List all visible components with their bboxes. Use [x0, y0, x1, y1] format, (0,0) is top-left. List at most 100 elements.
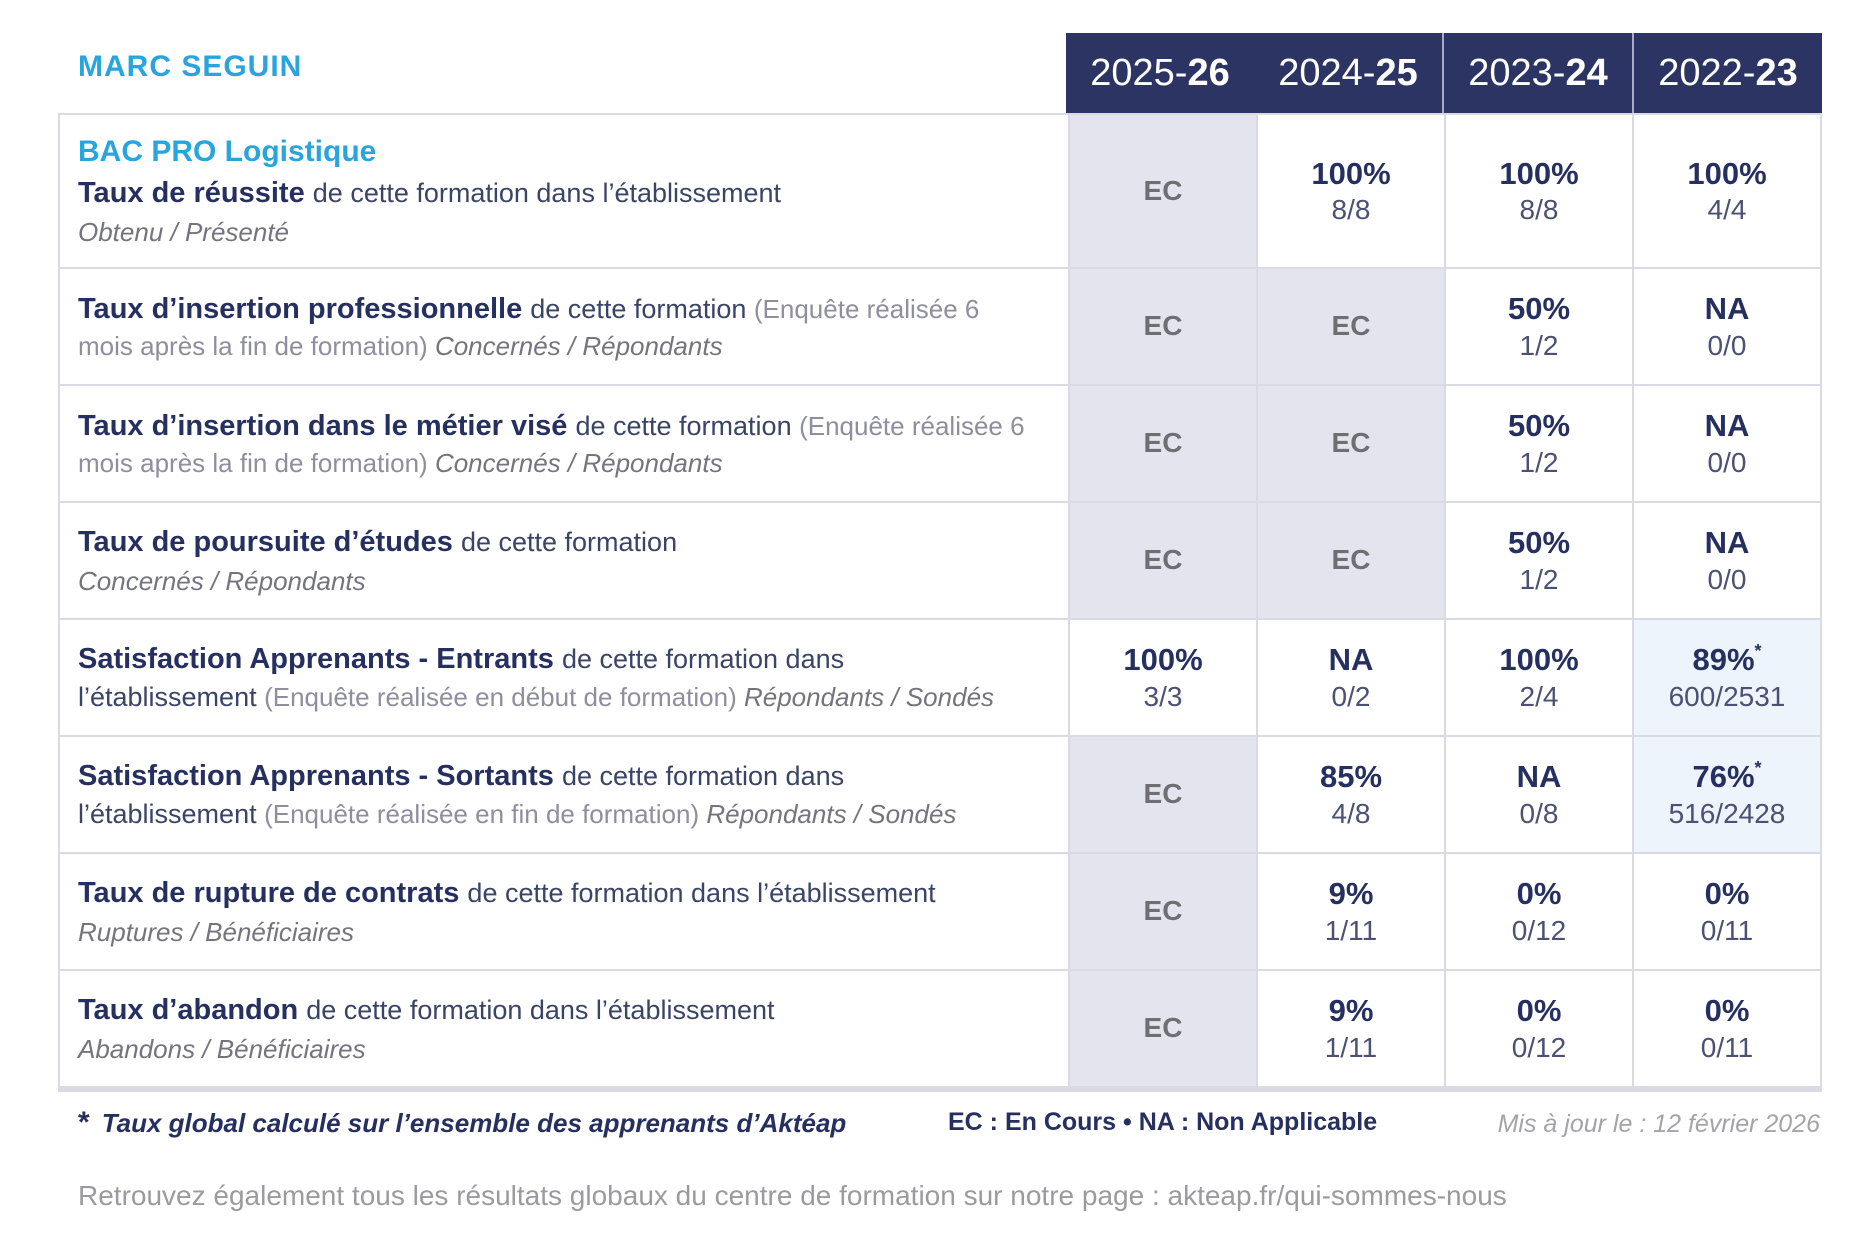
- year-suffix: 23: [1755, 51, 1798, 94]
- metric-ratio-label: Répondants / Sondés: [706, 798, 957, 829]
- row-label-taux-de-reussite: BAC PRO Logistique Taux de réussite de c…: [60, 115, 1068, 267]
- value-fraction: 8/8: [1331, 194, 1371, 226]
- metric-ratio-label: Répondants / Sondés: [743, 681, 995, 712]
- row-label-satisfaction-sortants: Satisfaction Apprenants - Sortants de ce…: [60, 735, 1068, 852]
- metric-survey-note: (Enquête réalisée en début de formation): [264, 681, 744, 712]
- results-table: BAC PRO Logistique Taux de réussite de c…: [58, 113, 1822, 1092]
- value-main: 50%: [1507, 291, 1571, 327]
- metric-description: de cette formation dans l’établissement: [467, 877, 936, 908]
- footnote-text: Taux global calculé sur l’ensemble des a…: [101, 1108, 847, 1138]
- value-cell: EC: [1068, 501, 1256, 618]
- value-fraction: 4/8: [1331, 797, 1371, 829]
- value-main: EC: [1143, 544, 1183, 576]
- value-cell: 100% 3/3: [1068, 618, 1256, 735]
- year-prefix: 2022-: [1658, 51, 1756, 94]
- metric-description: de cette formation: [460, 526, 678, 557]
- value-cell: EC: [1068, 735, 1256, 852]
- row-label-rupture-contrats: Taux de rupture de contrats de cette for…: [60, 852, 1068, 969]
- year-prefix: 2023-: [1468, 51, 1566, 94]
- value-percent: 76%: [1692, 759, 1755, 795]
- year-suffix: 26: [1187, 51, 1230, 94]
- metric-line: Satisfaction Apprenants - Entrants de ce…: [78, 640, 1028, 715]
- value-main: NA: [1328, 642, 1374, 678]
- value-cell: 0% 0/12: [1444, 969, 1632, 1086]
- value-main: 0%: [1704, 993, 1750, 1029]
- value-main: 9%: [1328, 876, 1374, 912]
- year-header: 2025- 26 2024- 25 2023- 24 2022- 23: [1066, 33, 1822, 113]
- value-fraction: 1/11: [1324, 1031, 1378, 1063]
- metric-title: Taux de réussite: [78, 177, 313, 210]
- value-fraction: 600/2531: [1668, 680, 1786, 712]
- value-main: 100%: [1123, 642, 1203, 678]
- value-cell: 100% 4/4: [1632, 115, 1820, 267]
- value-main: 100%: [1499, 155, 1579, 191]
- metric-ratio-label: Concernés / Répondants: [434, 447, 723, 478]
- value-cell: 100% 8/8: [1444, 115, 1632, 267]
- abbreviation-legend: EC : En Cours • NA : Non Applicable: [948, 1108, 1378, 1136]
- asterisk: *: [1754, 757, 1762, 778]
- metric-title: Satisfaction Apprenants - Sortants: [78, 759, 562, 792]
- value-main: 9%: [1328, 993, 1374, 1029]
- year-prefix: 2025-: [1090, 51, 1188, 94]
- year-column-header-2023-24: 2023- 24: [1442, 33, 1632, 113]
- program-title: BAC PRO Logistique: [78, 135, 377, 169]
- metric-ratio-label: Obtenu / Présenté: [78, 217, 290, 248]
- metric-description: de cette formation: [530, 293, 754, 324]
- value-cell-highlighted: 76%* 516/2428: [1632, 735, 1820, 852]
- global-results-note: Retrouvez également tous les résultats g…: [78, 1180, 1507, 1211]
- value-fraction: 0/8: [1519, 797, 1559, 829]
- value-cell: NA 0/2: [1256, 618, 1444, 735]
- value-cell: EC: [1068, 115, 1256, 267]
- value-fraction: 8/8: [1519, 194, 1559, 226]
- metric-ratio-label: Concernés / Répondants: [78, 565, 366, 596]
- value-main: EC: [1331, 427, 1371, 459]
- value-main: EC: [1143, 1012, 1183, 1044]
- metric-ratio-label: Ruptures / Bénéficiaires: [78, 916, 355, 947]
- value-cell: EC: [1068, 384, 1256, 501]
- value-main: EC: [1331, 310, 1371, 342]
- value-main: NA: [1704, 525, 1750, 561]
- metric-description: de cette formation: [575, 410, 800, 441]
- value-main: 50%: [1507, 525, 1571, 561]
- value-fraction: 0/2: [1331, 680, 1371, 712]
- year-suffix: 24: [1565, 51, 1608, 94]
- metric-description: de cette formation dans l’établissement: [306, 994, 775, 1025]
- value-main: 0%: [1516, 993, 1562, 1029]
- value-fraction: 0/11: [1700, 1031, 1754, 1063]
- value-fraction: 4/4: [1707, 194, 1747, 226]
- value-main: NA: [1516, 759, 1562, 795]
- value-cell: NA 0/8: [1444, 735, 1632, 852]
- value-fraction: 3/3: [1143, 680, 1183, 712]
- value-cell: 85% 4/8: [1256, 735, 1444, 852]
- value-fraction: 0/12: [1511, 1031, 1567, 1063]
- year-suffix: 25: [1375, 51, 1418, 94]
- metric-title: Taux de poursuite d’études: [78, 525, 461, 558]
- value-cell: 100% 8/8: [1256, 115, 1444, 267]
- value-percent: 89%: [1692, 642, 1755, 678]
- value-cell: EC: [1068, 969, 1256, 1086]
- metric-line: Satisfaction Apprenants - Sortants de ce…: [78, 757, 1028, 832]
- asterisk: *: [78, 1106, 90, 1139]
- metric-ratio-label: Concernés / Répondants: [434, 330, 723, 361]
- value-main: 50%: [1507, 408, 1571, 444]
- value-main: EC: [1143, 427, 1183, 459]
- value-fraction: 1/2: [1519, 563, 1559, 595]
- value-main: 100%: [1311, 155, 1391, 191]
- value-main: EC: [1143, 174, 1183, 206]
- metric-description: de cette formation dans l’établissement: [78, 643, 845, 712]
- metric-title: Satisfaction Apprenants - Entrants: [78, 642, 562, 675]
- value-cell: 0% 0/11: [1632, 969, 1820, 1086]
- metric-line: Taux de poursuite d’études de cette form…: [78, 523, 1028, 562]
- value-cell: NA 0/0: [1632, 267, 1820, 384]
- metric-line: Taux d’insertion dans le métier visé de …: [78, 407, 1028, 481]
- value-cell: 100% 2/4: [1444, 618, 1632, 735]
- metric-ratio-label: Abandons / Bénéficiaires: [78, 1033, 366, 1064]
- value-main: NA: [1704, 291, 1750, 327]
- metric-line: Taux d’abandon de cette formation dans l…: [78, 991, 1028, 1030]
- value-fraction: 0/11: [1700, 914, 1754, 946]
- metric-title: Taux de rupture de contrats: [78, 876, 468, 909]
- metric-title: Taux d’abandon: [78, 993, 307, 1026]
- asterisk: *: [1754, 640, 1762, 661]
- value-cell: 0% 0/11: [1632, 852, 1820, 969]
- row-label-poursuite-etudes: Taux de poursuite d’études de cette form…: [60, 501, 1068, 618]
